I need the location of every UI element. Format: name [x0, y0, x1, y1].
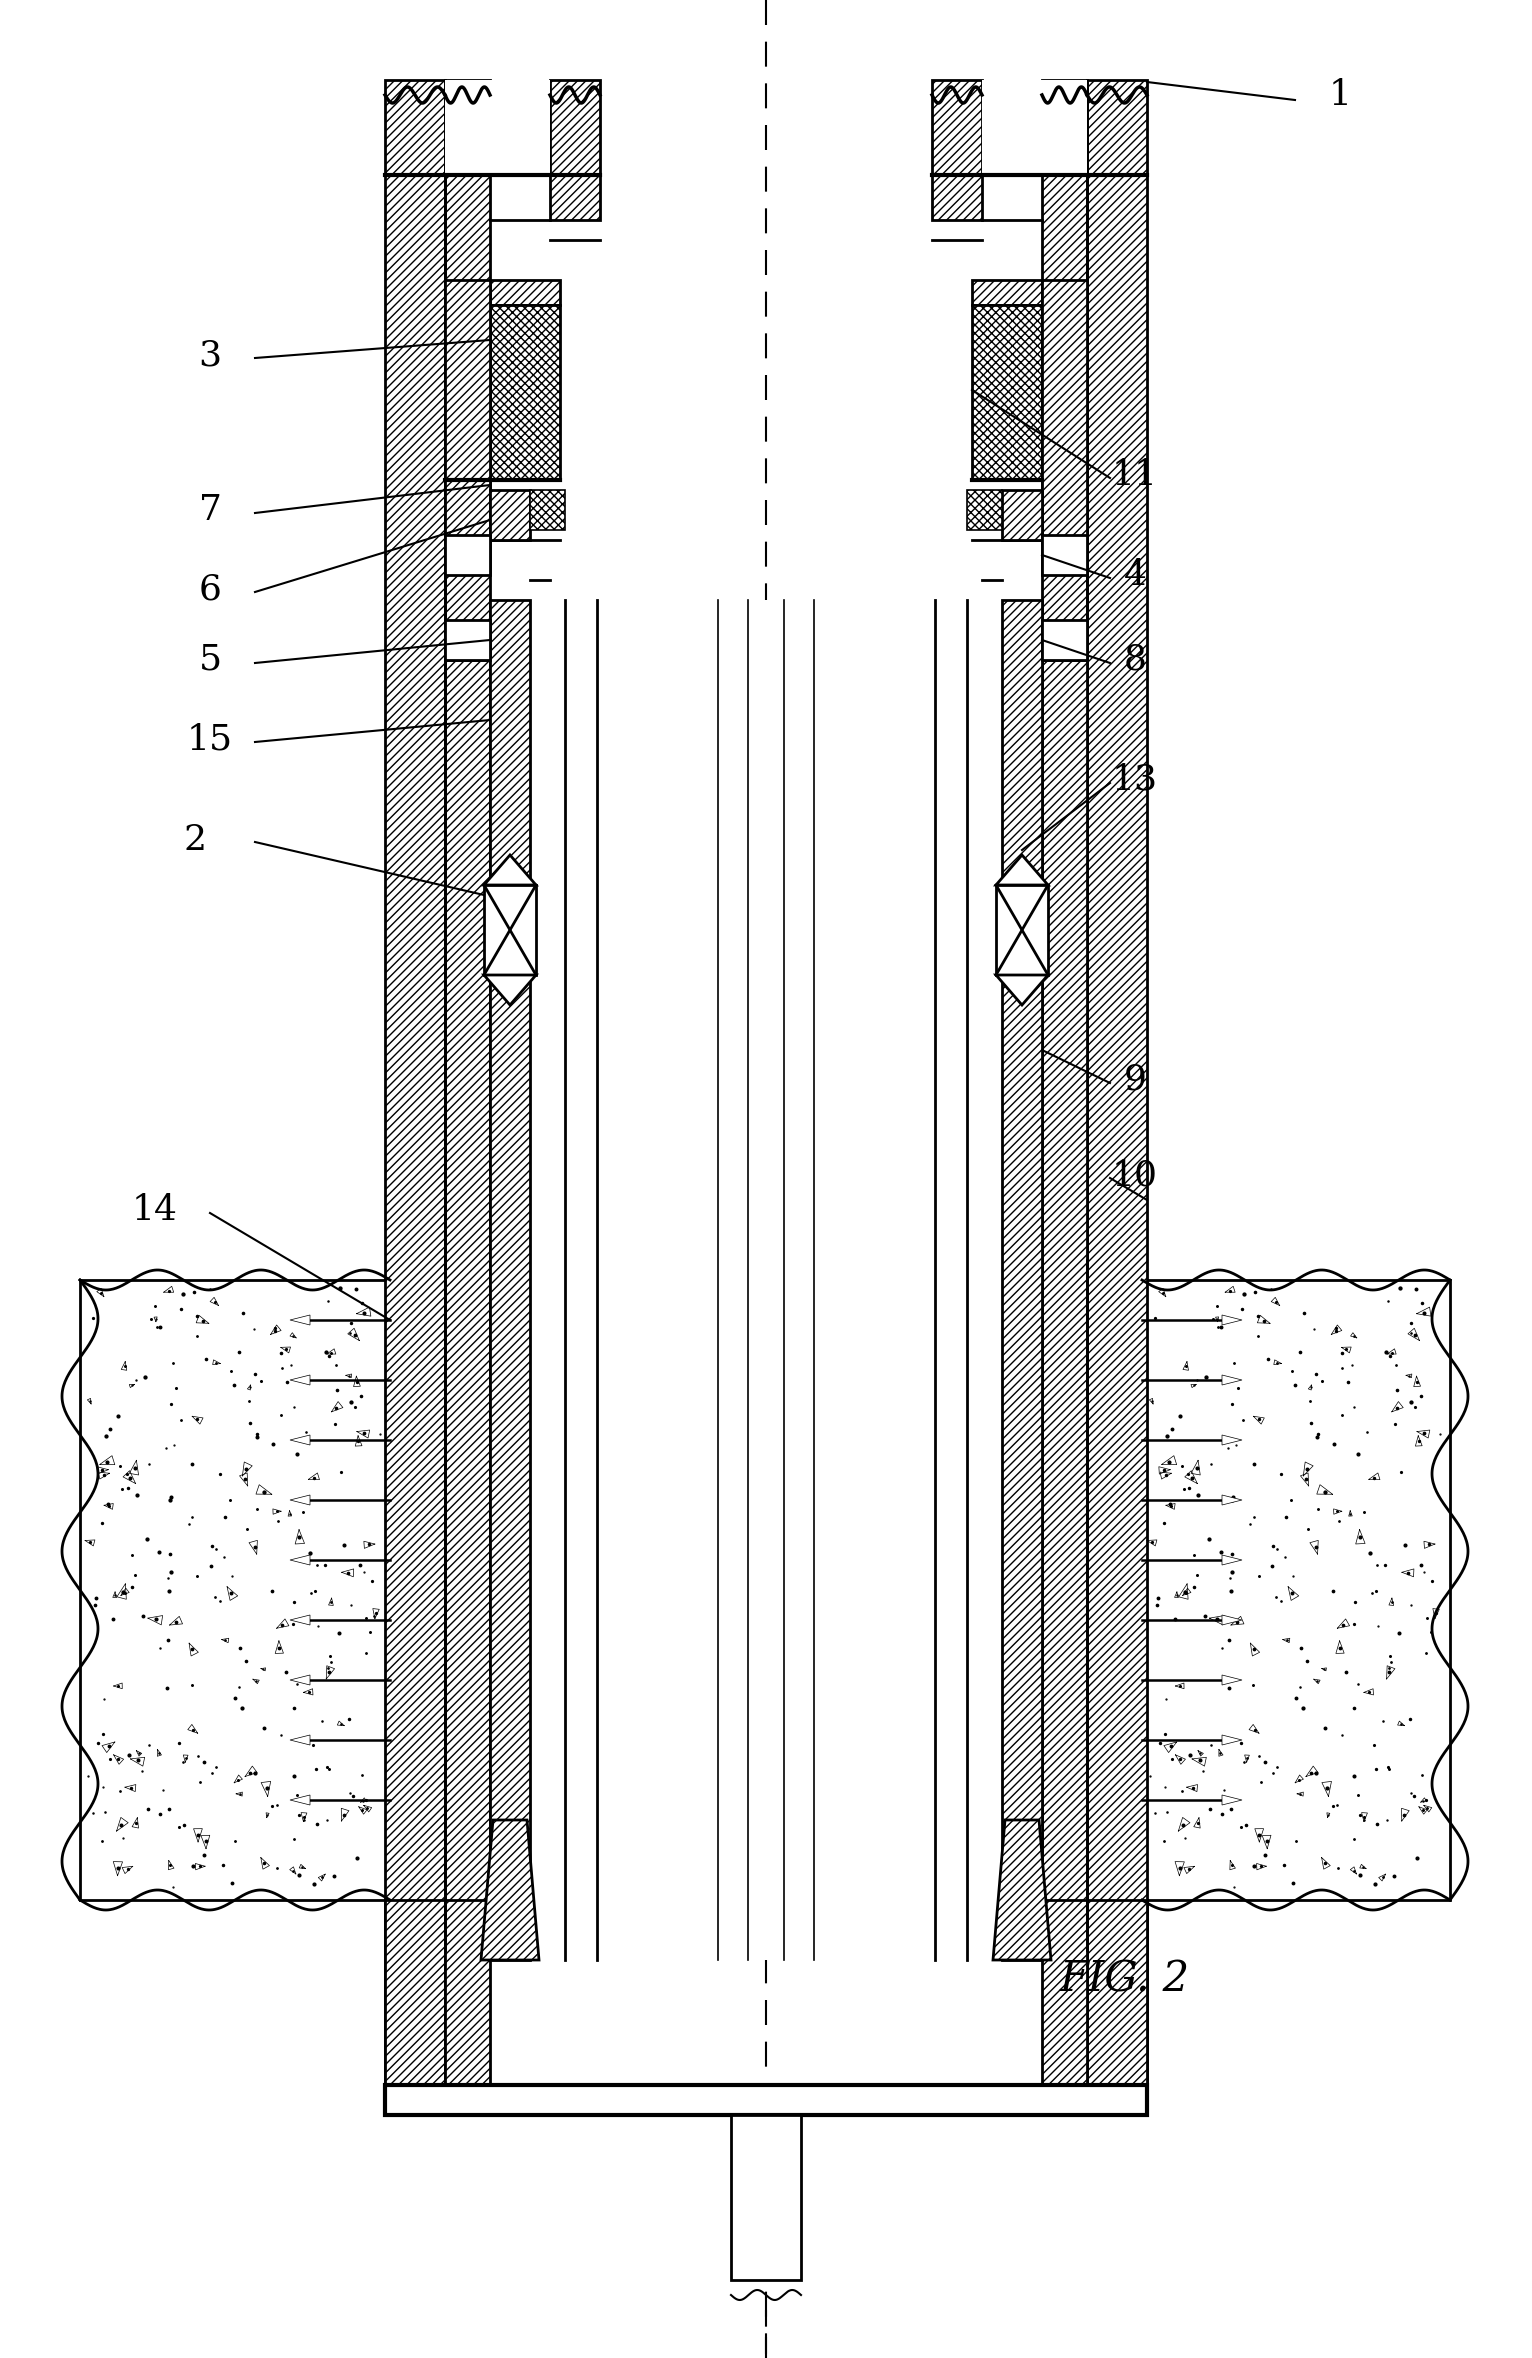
Bar	[550, 80, 601, 219]
Bar	[385, 80, 444, 2101]
Bar	[444, 1901, 490, 2101]
Text: 10: 10	[1112, 1158, 1158, 1193]
Text: 9: 9	[1123, 1063, 1146, 1096]
Bar	[385, 2084, 1147, 2115]
Text: 4: 4	[1123, 559, 1146, 592]
Bar	[484, 884, 536, 974]
Bar	[80, 1280, 391, 1901]
Bar	[1141, 1280, 1449, 1901]
Text: 2: 2	[184, 823, 207, 856]
Bar	[1088, 1901, 1147, 2101]
Text: 7: 7	[199, 493, 222, 526]
Bar	[1042, 80, 1088, 639]
Polygon shape	[290, 1554, 309, 1566]
Bar	[967, 599, 1002, 1959]
Polygon shape	[290, 1794, 309, 1804]
Text: FIG. 2: FIG. 2	[1060, 1959, 1190, 2002]
Bar	[971, 304, 1042, 481]
Text: 6: 6	[199, 573, 222, 606]
Polygon shape	[484, 856, 536, 884]
Polygon shape	[481, 1820, 539, 1959]
Bar	[444, 281, 490, 540]
Bar	[1042, 620, 1088, 660]
Polygon shape	[290, 1436, 309, 1445]
Polygon shape	[290, 1674, 309, 1686]
Bar	[444, 660, 490, 1950]
Bar	[490, 490, 530, 540]
Bar	[1042, 281, 1088, 540]
Bar	[490, 281, 561, 304]
Bar	[1042, 1901, 1088, 2101]
Bar	[444, 620, 490, 660]
Bar	[530, 490, 565, 531]
Text: 11: 11	[1112, 457, 1158, 493]
Polygon shape	[1223, 1794, 1242, 1804]
Polygon shape	[996, 974, 1048, 1005]
Polygon shape	[1223, 1674, 1242, 1686]
Bar	[967, 490, 1002, 531]
Polygon shape	[1223, 1316, 1242, 1325]
Bar	[931, 80, 982, 219]
Bar	[444, 80, 550, 174]
Polygon shape	[1223, 1615, 1242, 1625]
Polygon shape	[1223, 1554, 1242, 1566]
Text: 13: 13	[1112, 764, 1158, 797]
Polygon shape	[290, 1316, 309, 1325]
Bar	[1088, 80, 1147, 2101]
Polygon shape	[1223, 1735, 1242, 1745]
Bar	[971, 281, 1042, 304]
Bar	[982, 80, 1088, 174]
Text: 14: 14	[132, 1193, 178, 1226]
Bar	[1002, 490, 1042, 540]
Polygon shape	[290, 1375, 309, 1384]
Polygon shape	[290, 1735, 309, 1745]
Bar	[530, 599, 1002, 1959]
Bar	[731, 2115, 801, 2280]
Text: 3: 3	[199, 337, 222, 373]
Bar	[530, 599, 565, 1959]
Text: 1: 1	[1328, 78, 1351, 111]
Bar	[1042, 535, 1088, 575]
Polygon shape	[290, 1615, 309, 1625]
Bar	[490, 304, 561, 481]
Bar	[1002, 599, 1042, 1959]
Polygon shape	[996, 856, 1048, 884]
Polygon shape	[290, 1495, 309, 1504]
Bar	[385, 1901, 444, 2101]
Text: 15: 15	[187, 724, 233, 757]
Text: 5: 5	[199, 644, 222, 677]
Bar	[444, 535, 490, 575]
Bar	[490, 599, 530, 1959]
Polygon shape	[1223, 1495, 1242, 1504]
Polygon shape	[993, 1820, 1051, 1959]
Polygon shape	[1223, 1436, 1242, 1445]
Text: 8: 8	[1123, 644, 1146, 677]
Polygon shape	[484, 974, 536, 1005]
Bar	[996, 884, 1048, 974]
Bar	[1042, 660, 1088, 1950]
Bar	[444, 80, 490, 639]
Polygon shape	[1223, 1375, 1242, 1384]
